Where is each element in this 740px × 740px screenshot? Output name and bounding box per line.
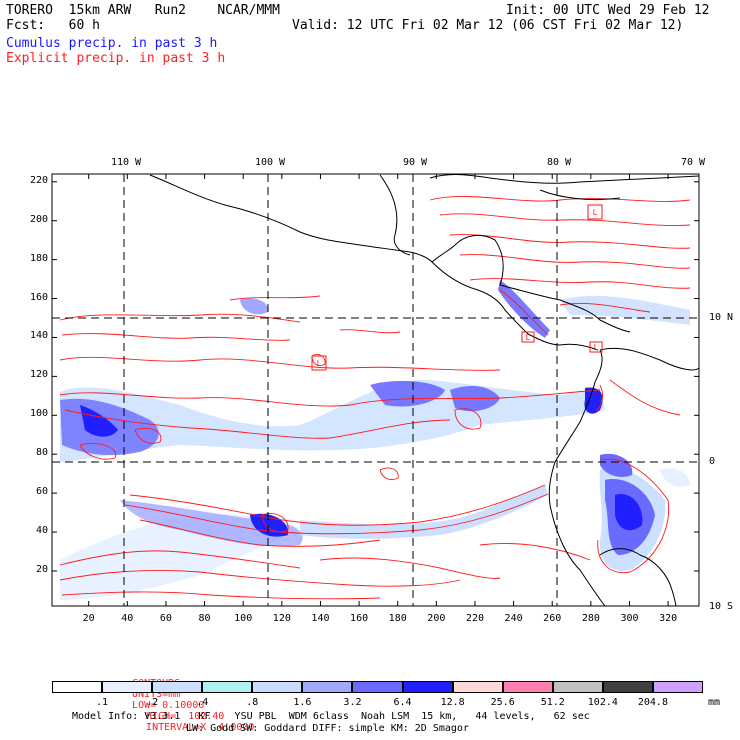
bottom-tick-label: 240 [504,613,523,624]
colorbar-label: .4 [196,697,209,708]
bottom-tick-label: 100 [234,613,253,624]
lon-label-80w: 80 W [546,157,572,168]
colorbar-label: 3.2 [343,697,362,708]
colorbar-swatch [452,681,503,693]
bottom-tick-label: 220 [465,613,484,624]
low-marker-label: L [593,343,599,352]
colorbar-label: .8 [246,697,259,708]
bottom-tick-label: 60 [159,613,172,624]
contour-interval: INTERVAL=X 4.0000 [146,722,255,733]
left-tick-label: 60 [35,486,48,498]
left-tick-label: 180 [29,252,48,264]
contour-high: HIGH= 102.40 [146,711,225,722]
lat-label-10n: 10 N [708,312,734,323]
coastlines [149,174,699,606]
low-marker-label: L [592,208,598,217]
contour-units: UNITS=mm [132,689,181,700]
left-tick-label: 220 [29,174,48,186]
lat-lon-grid [52,174,699,606]
colorbar-label: .1 [96,697,109,708]
left-tick-label: 160 [29,291,48,303]
colorbar-swatch [52,681,103,693]
colorbar-swatch [602,681,653,693]
bottom-tick-label: 120 [272,613,291,624]
colorbar-swatch [252,681,303,693]
bottom-tick-label: 80 [198,613,211,624]
model-info: Model Info: V3.3.1 KF YSU PBL WDM 6class… [72,711,590,722]
field-explicit-label: Explicit precip. in past 3 h [6,51,226,66]
colorbar-label: 1.6 [293,697,312,708]
model-title: TORERO 15km ARW Run2 NCAR/MMM [6,3,280,18]
left-tick-label: 20 [35,563,48,575]
field-cumulus-label: Cumulus precip. in past 3 h [6,36,218,51]
bottom-tick-label: 180 [388,613,407,624]
colorbar-swatch [402,681,453,693]
low-marker-label: L [316,359,322,368]
colorbar-label: 25.6 [490,697,515,708]
cumulus-precip-shading [60,280,690,600]
map-frame [51,173,700,607]
colorbar-label: 204.8 [637,697,668,708]
bottom-tick-label: 280 [581,613,600,624]
colorbar-swatch [202,681,253,693]
bottom-tick-label: 40 [121,613,134,624]
contour-low: LOW= 0.10000 [132,700,205,711]
colorbar [52,681,703,693]
bottom-tick-label: 140 [311,613,330,624]
left-tick-label: 80 [35,447,48,459]
colorbar-label: 12.8 [440,697,465,708]
left-tick-label: 200 [29,213,48,225]
colorbar-label: 102.4 [587,697,618,708]
lon-label-100w: 100 W [254,157,286,168]
left-tick-label: 40 [35,525,48,537]
left-tick-label: 100 [29,408,48,420]
explicit-precip-contours [59,196,691,600]
colorbar-label: 6.4 [393,697,412,708]
colorbar-label: 51.2 [540,697,565,708]
colorbar-swatch [352,681,403,693]
bottom-tick-label: 20 [82,613,95,624]
lat-label-0: 0 [708,456,716,467]
valid-time: Valid: 12 UTC Fri 02 Mar 12 (06 CST Fri … [292,18,684,33]
colorbar-swatch [102,681,153,693]
lat-label-10s: 10 S [708,601,734,612]
lon-label-110w: 110 W [110,157,142,168]
physics-info: LW: Godd SW: Goddard DIFF: simple KM: 2D… [186,723,469,734]
forecast-hour: Fcst: 60 h [6,18,100,33]
bottom-tick-label: 160 [350,613,369,624]
bottom-tick-label: 300 [620,613,639,624]
colorbar-swatch [502,681,553,693]
left-tick-label: 140 [29,330,48,342]
lon-label-90w: 90 W [402,157,428,168]
low-markers [311,204,603,371]
left-tick-label: 120 [29,369,48,381]
bottom-tick-label: 200 [427,613,446,624]
lon-label-70w: 70 W [680,157,706,168]
colorbar-swatch [552,681,603,693]
colorbar-swatch [652,681,703,693]
colorbar-swatch [152,681,203,693]
colorbar-unit: mm [708,697,721,708]
bottom-tick-label: 260 [543,613,562,624]
low-marker-label: L [525,333,531,342]
bottom-tick-label: 320 [659,613,678,624]
init-time: Init: 00 UTC Wed 29 Feb 12 [506,3,710,18]
colorbar-label: .2 [146,697,159,708]
axis-ticks [52,174,699,606]
colorbar-swatch [302,681,353,693]
